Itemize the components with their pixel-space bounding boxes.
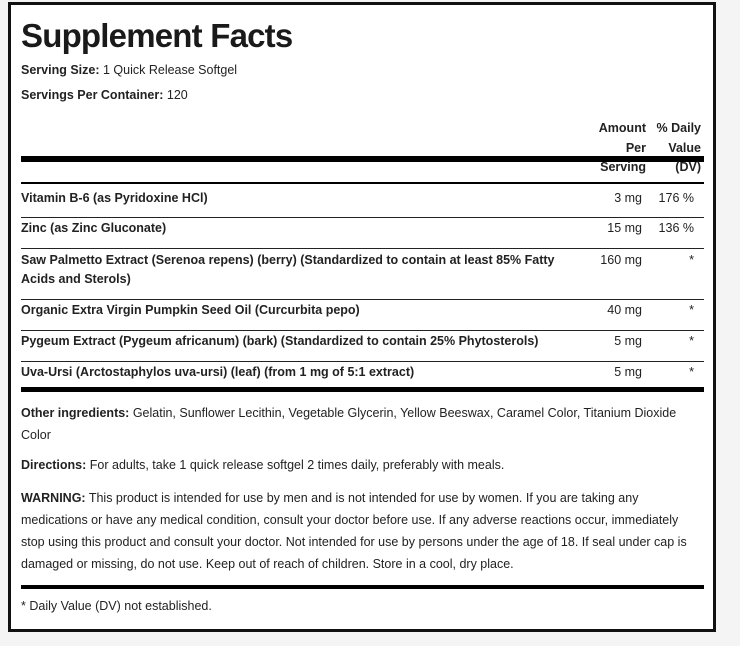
divider-thick — [21, 156, 704, 162]
serving-size-label: Serving Size: — [21, 63, 100, 77]
divider-thick — [21, 387, 704, 392]
table-row: Pygeum Extract (Pygeum africanum) (bark)… — [21, 332, 704, 362]
directions-label: Directions: — [21, 458, 87, 472]
daily-value-header: % Daily Value (DV) — [657, 119, 701, 178]
supplement-facts-panel: Supplement Facts Serving Size: 1 Quick R… — [8, 2, 716, 632]
serving-size-value: 1 Quick Release Softgel — [102, 63, 238, 77]
page-title: Supplement Facts — [21, 17, 293, 54]
amount: 5 mg — [614, 365, 642, 379]
daily-value: * — [689, 365, 694, 379]
table-row: Saw Palmetto Extract (Serenoa repens) (b… — [21, 251, 704, 300]
header-line: (DV) — [675, 160, 701, 174]
nutrient-name: Vitamin B-6 (as Pyridoxine HCl) — [21, 191, 208, 205]
servings-per-container: Servings Per Container: 120 — [21, 88, 188, 102]
warning-text: This product is intended for use by men … — [21, 491, 687, 571]
amount: 3 mg — [614, 191, 642, 205]
warning-label: WARNING: — [21, 491, 86, 505]
header-line: Amount — [598, 121, 646, 135]
table-row: Uva-Ursi (Arctostaphylos uva-ursi) (leaf… — [21, 363, 704, 390]
nutrient-name: Zinc (as Zinc Gluconate) — [21, 221, 167, 235]
divider-thick — [21, 585, 704, 589]
other-ingredients-text: Gelatin, Sunflower Lecithin, Vegetable G… — [21, 406, 677, 442]
daily-value: 136 % — [658, 221, 694, 235]
amount: 5 mg — [614, 334, 642, 348]
header-line: % Daily — [656, 121, 701, 135]
footnote: * Daily Value (DV) not established. — [21, 599, 212, 613]
nutrient-name: Saw Palmetto Extract (Serenoa repens) (b… — [21, 253, 555, 286]
daily-value: 176 % — [658, 191, 694, 205]
daily-value: * — [689, 253, 694, 267]
amount: 15 mg — [607, 221, 642, 235]
nutrient-name: Organic Extra Virgin Pumpkin Seed Oil (C… — [21, 303, 360, 317]
daily-value: * — [689, 303, 694, 317]
table-row: Zinc (as Zinc Gluconate) 15 mg 136 % — [21, 219, 704, 249]
servings-value: 120 — [166, 88, 188, 102]
directions-text: For adults, take 1 quick release softgel… — [89, 458, 505, 472]
header-line: Value — [668, 140, 701, 155]
other-ingredients: Other ingredients: Gelatin, Sunflower Le… — [21, 402, 704, 446]
other-ingredients-label: Other ingredients: — [21, 406, 130, 420]
daily-value: * — [689, 334, 694, 348]
amount-per-serving-header: Amount Per Serving — [599, 119, 646, 178]
directions: Directions: For adults, take 1 quick rel… — [21, 454, 704, 476]
table-row: Vitamin B-6 (as Pyridoxine HCl) 3 mg 176 % — [21, 189, 704, 218]
divider — [21, 182, 704, 184]
nutrient-name: Pygeum Extract (Pygeum africanum) (bark)… — [21, 334, 539, 348]
nutrient-name: Uva-Ursi (Arctostaphylos uva-ursi) (leaf… — [21, 365, 415, 379]
servings-label: Servings Per Container: — [21, 88, 164, 102]
amount: 40 mg — [607, 303, 642, 317]
warning: WARNING: This product is intended for us… — [21, 487, 691, 575]
serving-size: Serving Size: 1 Quick Release Softgel — [21, 63, 237, 77]
amount: 160 mg — [600, 253, 642, 267]
table-row: Organic Extra Virgin Pumpkin Seed Oil (C… — [21, 301, 704, 331]
header-line: Serving — [600, 160, 646, 174]
header-line: Per — [625, 140, 646, 155]
